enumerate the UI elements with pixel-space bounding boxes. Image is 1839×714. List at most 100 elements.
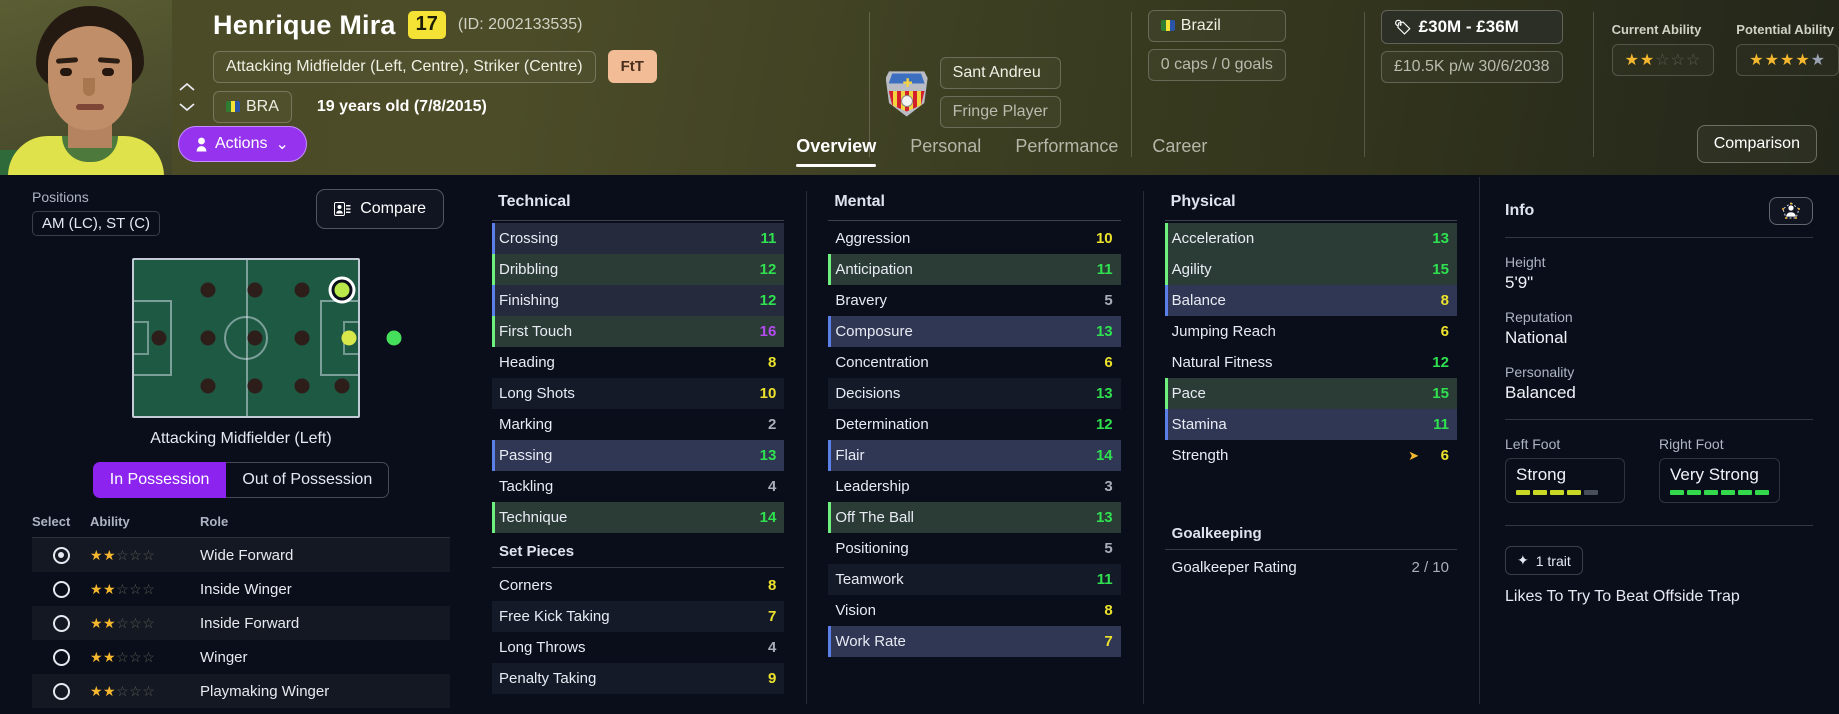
goalkeeper-rating-value: 2 / 10 bbox=[1411, 559, 1449, 576]
mental-column: Mental Aggression 10 Anticipation 11 Brave… bbox=[806, 189, 1142, 714]
club-crest-icon: ✚ bbox=[885, 69, 928, 117]
tab-personal[interactable]: Personal bbox=[910, 136, 982, 156]
person-icon bbox=[196, 137, 207, 151]
player-name: Henrique Mira bbox=[213, 9, 396, 40]
attribute-row: Crossing 11 bbox=[492, 223, 785, 254]
chevron-down-icon: ⌄ bbox=[275, 136, 289, 153]
attribute-row: Determination 12 bbox=[835, 416, 1113, 433]
col-select-label: Select bbox=[32, 514, 71, 529]
attributes-section: Technical Crossing 11 Dribbling 12 Finishi… bbox=[470, 175, 1479, 714]
wage-contract: £10.5K p/w 30/6/2038 bbox=[1380, 51, 1563, 83]
tab-performance[interactable]: Performance bbox=[1015, 136, 1119, 156]
attribute-row: Positioning 5 bbox=[835, 540, 1113, 557]
toggle-out-of-possession[interactable]: Out of Possession bbox=[226, 462, 390, 498]
header-action-row: Actions ⌄ Overview Personal Performance … bbox=[0, 113, 1839, 175]
trait-count-button[interactable]: ✦ 1 trait bbox=[1505, 546, 1583, 575]
player-id: (ID: 2002133535) bbox=[457, 16, 583, 33]
divider bbox=[1363, 12, 1365, 157]
squad-status: Fringe Player bbox=[939, 96, 1061, 128]
left-foot-meter bbox=[1516, 490, 1614, 495]
role-name: Playmaking Winger bbox=[200, 682, 330, 700]
attribute-row: Vision 8 bbox=[835, 602, 1113, 619]
actions-label: Actions bbox=[215, 135, 268, 152]
radar-chart-button[interactable] bbox=[1769, 197, 1813, 225]
set-pieces-title: Set Pieces bbox=[499, 543, 575, 560]
shirt-number-badge: 17 bbox=[407, 11, 446, 39]
table-row[interactable]: ★★☆☆☆ Inside Winger bbox=[32, 572, 450, 606]
info-panel: Info Height 5'9" Reputation National Per… bbox=[1479, 175, 1839, 714]
club-section: ✚ Sant Andreu Fringe Player bbox=[870, 0, 1061, 175]
actions-button[interactable]: Actions ⌄ bbox=[178, 126, 307, 162]
physical-column: Physical Acceleration 13 Agility 15 Balanc… bbox=[1142, 189, 1479, 714]
attribute-row: Corners 8 bbox=[499, 577, 777, 594]
technical-column: Technical Crossing 11 Dribbling 12 Finishi… bbox=[470, 189, 806, 714]
role-radio[interactable] bbox=[52, 682, 70, 700]
attribute-row: Free Kick Taking 7 bbox=[492, 601, 785, 632]
compare-label: Compare bbox=[360, 200, 426, 217]
price-tag-icon: 🏷 bbox=[1393, 18, 1412, 35]
comparison-button[interactable]: Comparison bbox=[1696, 125, 1817, 163]
role-radio[interactable] bbox=[52, 648, 70, 666]
role-radio[interactable] bbox=[52, 546, 70, 564]
national-team[interactable]: Brazil bbox=[1147, 10, 1286, 42]
col-ability-label: Ability bbox=[90, 514, 130, 529]
attribute-row: Flair 14 bbox=[828, 440, 1121, 471]
attribute-row: Pace 15 bbox=[1164, 378, 1457, 409]
club-name[interactable]: Sant Andreu bbox=[939, 57, 1061, 89]
table-row[interactable]: ★★☆☆☆ Winger bbox=[32, 640, 450, 674]
attribute-row: Balance 8 bbox=[1164, 285, 1457, 316]
mental-title: Mental bbox=[834, 193, 885, 210]
foot-strength-section: Left Foot Strong Right Foot Very Strong bbox=[1505, 436, 1813, 503]
right-foot-meter bbox=[1670, 490, 1769, 495]
divider bbox=[1130, 12, 1132, 157]
attribute-row: Decisions 13 bbox=[828, 378, 1121, 409]
table-row[interactable]: ★★☆☆☆ Playmaking Winger bbox=[32, 674, 450, 708]
nav-tabs[interactable]: Overview Personal Performance Career bbox=[796, 121, 1207, 167]
attribute-row: Bravery 5 bbox=[835, 292, 1113, 309]
national-team-section: Brazil 0 caps / 0 goals bbox=[1132, 0, 1286, 175]
attribute-row: Teamwork 11 bbox=[828, 564, 1121, 595]
chevron-down-icon[interactable] bbox=[179, 102, 195, 112]
toggle-in-possession[interactable]: In Possession bbox=[92, 462, 227, 498]
selected-position-dot bbox=[334, 282, 350, 298]
role-radio[interactable] bbox=[52, 614, 70, 632]
brazil-flag-icon bbox=[226, 101, 240, 112]
transfer-value: 🏷 £30M - £36M bbox=[1380, 10, 1563, 44]
attribute-row: Tackling 4 bbox=[499, 478, 777, 495]
possession-toggle[interactable]: In Possession Out of Possession bbox=[32, 462, 450, 498]
attribute-row: Concentration 6 bbox=[835, 354, 1113, 371]
height-value: 5'9" bbox=[1505, 273, 1534, 292]
goalkeeper-rating-row: Goalkeeper Rating 2 / 10 bbox=[1165, 552, 1457, 583]
sparkle-icon: ✦ bbox=[1517, 552, 1529, 568]
player-header: Henrique Mira 17 (ID: 2002133535) Attack… bbox=[0, 0, 1839, 175]
info-title: Info bbox=[1505, 202, 1535, 219]
role-table-header: Select Ability Role bbox=[32, 498, 450, 538]
player-photo bbox=[0, 0, 172, 175]
attribute-row: Technique 14 bbox=[492, 502, 785, 533]
role-radio[interactable] bbox=[52, 580, 70, 598]
tab-overview[interactable]: Overview bbox=[796, 136, 877, 167]
attribute-row: Jumping Reach 6 bbox=[1171, 323, 1449, 340]
left-foot-label: Left Foot bbox=[1505, 436, 1561, 452]
player-nav-arrows[interactable] bbox=[172, 0, 202, 175]
role-name: Winger bbox=[200, 648, 248, 666]
attribute-row: Agility 15 bbox=[1164, 254, 1457, 285]
table-row[interactable]: ★★☆☆☆ Wide Forward bbox=[32, 538, 450, 572]
attribute-row: Strength ➤ 6 bbox=[1171, 447, 1449, 464]
chevron-up-icon[interactable] bbox=[179, 82, 195, 92]
tab-career[interactable]: Career bbox=[1152, 136, 1208, 156]
right-foot-value: Very Strong bbox=[1670, 465, 1759, 484]
divider bbox=[868, 12, 870, 157]
trait-item: Likes To Try To Beat Offside Trap bbox=[1505, 588, 1740, 605]
attribute-row: Heading 8 bbox=[499, 354, 777, 371]
role-name: Inside Forward bbox=[200, 614, 300, 632]
table-row[interactable]: ★★☆☆☆ Inside Forward bbox=[32, 606, 450, 640]
ability-ratings: Current Ability ★★☆☆☆ Potential Ability … bbox=[1594, 0, 1839, 175]
compare-cards-icon bbox=[334, 202, 351, 216]
attribute-row: Work Rate 7 bbox=[828, 626, 1121, 657]
goalkeeping-title: Goalkeeping bbox=[1171, 525, 1262, 542]
attribute-row: First Touch 16 bbox=[492, 316, 785, 347]
attribute-row: Stamina 11 bbox=[1164, 409, 1457, 440]
potential-ability-group: Potential Ability ★★★★★ bbox=[1736, 22, 1839, 175]
compare-button[interactable]: Compare bbox=[316, 189, 444, 229]
